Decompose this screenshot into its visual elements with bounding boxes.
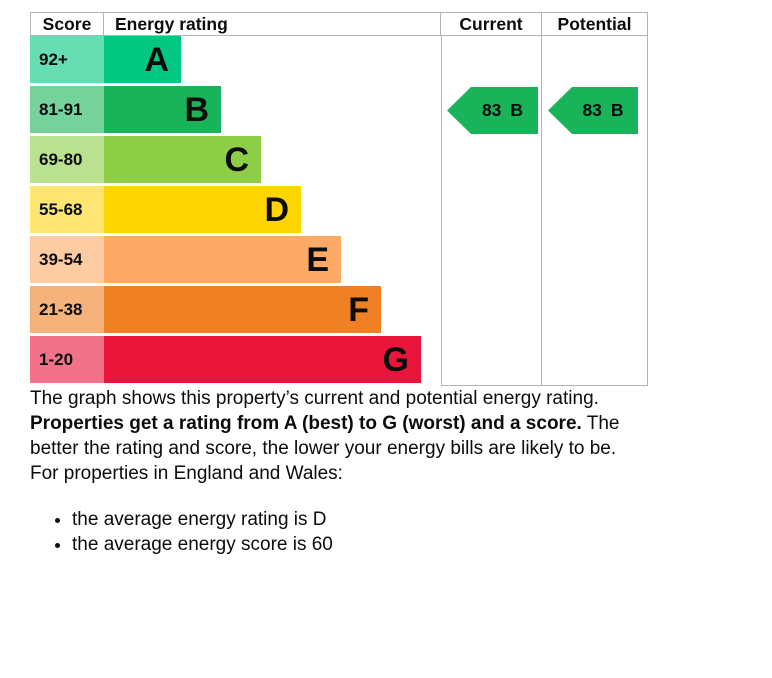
rating-letter-a: A [144, 40, 169, 79]
rating-bar-a: A [104, 36, 181, 83]
rating-letter-b: B [184, 90, 209, 129]
england-wales-lead: For properties in England and Wales: [30, 463, 343, 484]
rating-bar-d: D [104, 186, 301, 233]
chart-body: 92+ A 81-91 B 69-80 C 55-68 D 39-54 E 21-38 F 1-20 G … [30, 36, 648, 386]
rating-bar-c: C [104, 136, 261, 183]
score-range-a: 92+ [30, 36, 104, 83]
rating-explainer-rest: The better the rating and score, the low… [30, 413, 620, 459]
current-letter: B [510, 100, 524, 120]
rating-bar-e: E [104, 236, 341, 283]
band-row-c: 69-80 C [30, 136, 441, 186]
rating-bar-g: G [104, 336, 421, 383]
average-stat-item: the average energy score is 60 [72, 532, 648, 557]
average-stats-list: the average energy rating is Dthe averag… [30, 507, 648, 557]
header-potential: Potential [542, 13, 648, 35]
header-current: Current [441, 13, 542, 35]
rating-letter-d: D [264, 190, 289, 229]
current-column: 83 B [441, 36, 542, 386]
current-score: 83 [481, 100, 502, 120]
band-row-f: 21-38 F [30, 286, 441, 336]
potential-rating-arrow: 83 B [548, 87, 638, 134]
rating-bar-f: F [104, 286, 381, 333]
epc-rating-chart: Score Energy rating Current Potential 92… [30, 12, 648, 386]
band-row-a: 92+ A [30, 36, 441, 86]
potential-letter: B [610, 100, 624, 120]
rating-letter-f: F [348, 290, 369, 329]
average-stat-item: the average energy rating is D [72, 507, 648, 532]
score-range-c: 69-80 [30, 136, 104, 183]
potential-score: 83 [582, 100, 602, 120]
rating-explainer-bold: Properties get a rating from A (best) to… [30, 413, 582, 434]
chart-header-row: Score Energy rating Current Potential [30, 12, 648, 36]
band-row-b: 81-91 B [30, 86, 441, 136]
score-range-b: 81-91 [30, 86, 104, 133]
header-score: Score [30, 13, 104, 35]
band-row-e: 39-54 E [30, 236, 441, 286]
rating-letter-e: E [306, 240, 329, 279]
potential-column: 83 B [542, 36, 648, 386]
score-range-e: 39-54 [30, 236, 104, 283]
rating-explainer-paragraph: Properties get a rating from A (best) to… [30, 411, 643, 461]
score-range-f: 21-38 [30, 286, 104, 333]
score-range-d: 55-68 [30, 186, 104, 233]
band-row-g: 1-20 G [30, 336, 441, 386]
rating-letter-c: C [224, 140, 249, 179]
rating-bar-b: B [104, 86, 221, 133]
rating-bands: 92+ A 81-91 B 69-80 C 55-68 D 39-54 E 21-38 F 1-20 G [30, 36, 441, 386]
header-energy-rating: Energy rating [104, 13, 441, 35]
explanatory-text: The graph shows this property’s current … [30, 386, 648, 557]
band-row-d: 55-68 D [30, 186, 441, 236]
intro-paragraph: The graph shows this property’s current … [30, 388, 599, 409]
current-rating-arrow: 83 B [447, 87, 538, 134]
rating-letter-g: G [382, 340, 409, 379]
score-range-g: 1-20 [30, 336, 104, 383]
